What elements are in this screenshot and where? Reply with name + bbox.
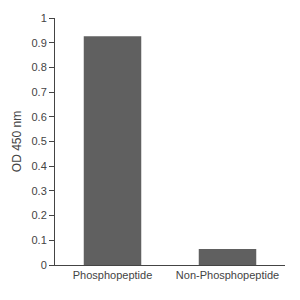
svg-text:0.4: 0.4 bbox=[32, 160, 47, 172]
svg-text:Non-Phosphopeptide: Non-Phosphopeptide bbox=[176, 269, 279, 281]
svg-text:0.6: 0.6 bbox=[32, 111, 47, 123]
svg-text:0.5: 0.5 bbox=[32, 135, 47, 147]
svg-text:OD 450 nm: OD 450 nm bbox=[10, 111, 24, 172]
svg-text:0.2: 0.2 bbox=[32, 209, 47, 221]
svg-text:0.1: 0.1 bbox=[32, 234, 47, 246]
svg-text:0.3: 0.3 bbox=[32, 185, 47, 197]
svg-text:Phosphopeptide: Phosphopeptide bbox=[73, 269, 153, 281]
svg-text:0: 0 bbox=[41, 259, 47, 271]
svg-text:0.9: 0.9 bbox=[32, 37, 47, 49]
svg-text:0.7: 0.7 bbox=[32, 86, 47, 98]
svg-text:1: 1 bbox=[41, 12, 47, 24]
svg-text:0.8: 0.8 bbox=[32, 61, 47, 73]
